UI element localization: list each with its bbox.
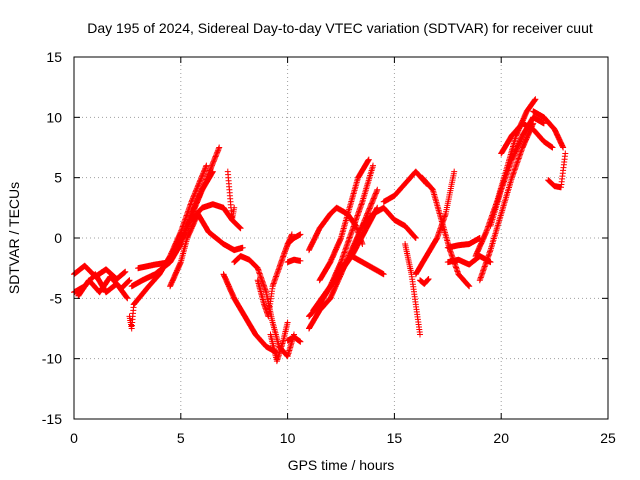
- y-tick-label: -5: [50, 290, 63, 306]
- data-series-s35: [498, 120, 556, 157]
- data-points-s35: [498, 120, 556, 157]
- data-series-s3: [75, 273, 133, 299]
- y-tick-label: 5: [54, 170, 62, 186]
- x-tick-label: 10: [280, 430, 296, 446]
- data-series-s16: [284, 256, 304, 266]
- data-points-s3: [75, 273, 133, 299]
- y-tick-label: -10: [42, 351, 62, 367]
- data-points-s15: [284, 333, 304, 345]
- data-series-s29: [417, 276, 432, 287]
- data-points-s16: [284, 256, 304, 266]
- data-points-s26: [402, 241, 423, 338]
- data-points-s28: [419, 174, 473, 290]
- data-series-s22: [316, 156, 372, 284]
- data-series-s23: [338, 253, 387, 278]
- data-points-s23: [338, 253, 387, 278]
- data-series-s24: [359, 204, 419, 241]
- x-tick-label: 5: [177, 430, 185, 446]
- y-tick-label: -15: [42, 411, 62, 427]
- data-points-s37: [545, 150, 569, 191]
- data-series-s33: [476, 120, 537, 284]
- data-series-s15: [284, 333, 304, 345]
- data-series-s28: [419, 174, 473, 290]
- data-points-s34: [487, 114, 547, 229]
- data-series-s34: [487, 114, 547, 229]
- data-points-s36: [530, 108, 567, 151]
- x-tick-label: 0: [70, 430, 78, 446]
- data-points-s33: [476, 120, 537, 284]
- data-points-s24: [359, 204, 419, 241]
- data-series-s10: [224, 168, 238, 223]
- x-tick-label: 20: [493, 430, 509, 446]
- x-tick-label: 25: [600, 430, 616, 446]
- data-points-layer: [71, 96, 569, 365]
- data-series-s25: [380, 168, 430, 205]
- data-points-s11: [220, 271, 280, 356]
- data-series-s13: [267, 319, 291, 365]
- y-axis-title: SDTVAR / TECUs: [6, 182, 22, 294]
- chart-title: Day 195 of 2024, Sidereal Day-to-day VTE…: [87, 20, 593, 36]
- y-tick-label: 0: [54, 230, 62, 246]
- data-points-s22: [316, 156, 372, 284]
- data-series-s36: [530, 108, 567, 151]
- y-tick-label: 10: [46, 109, 62, 125]
- y-tick-label: 15: [46, 49, 62, 65]
- data-series-s37: [545, 150, 569, 191]
- axis-ticks-layer: 0 5 10 15 20 25 -15 -10 -5 0 5 10 15: [42, 49, 616, 446]
- data-points-s30: [444, 235, 483, 251]
- x-axis-title: GPS time / hours: [288, 457, 395, 473]
- data-series-s8: [167, 210, 246, 290]
- data-series-s11: [220, 271, 280, 356]
- x-tick-label: 15: [387, 430, 403, 446]
- data-points-s17: [284, 231, 304, 247]
- data-series-s30: [444, 235, 483, 251]
- data-series-s17: [284, 231, 304, 247]
- data-points-s25: [380, 168, 430, 205]
- data-points-s10: [224, 168, 238, 223]
- data-points-s29: [417, 276, 432, 287]
- data-points-s13: [267, 319, 291, 365]
- data-points-s8: [167, 210, 246, 290]
- data-series-s26: [402, 241, 423, 338]
